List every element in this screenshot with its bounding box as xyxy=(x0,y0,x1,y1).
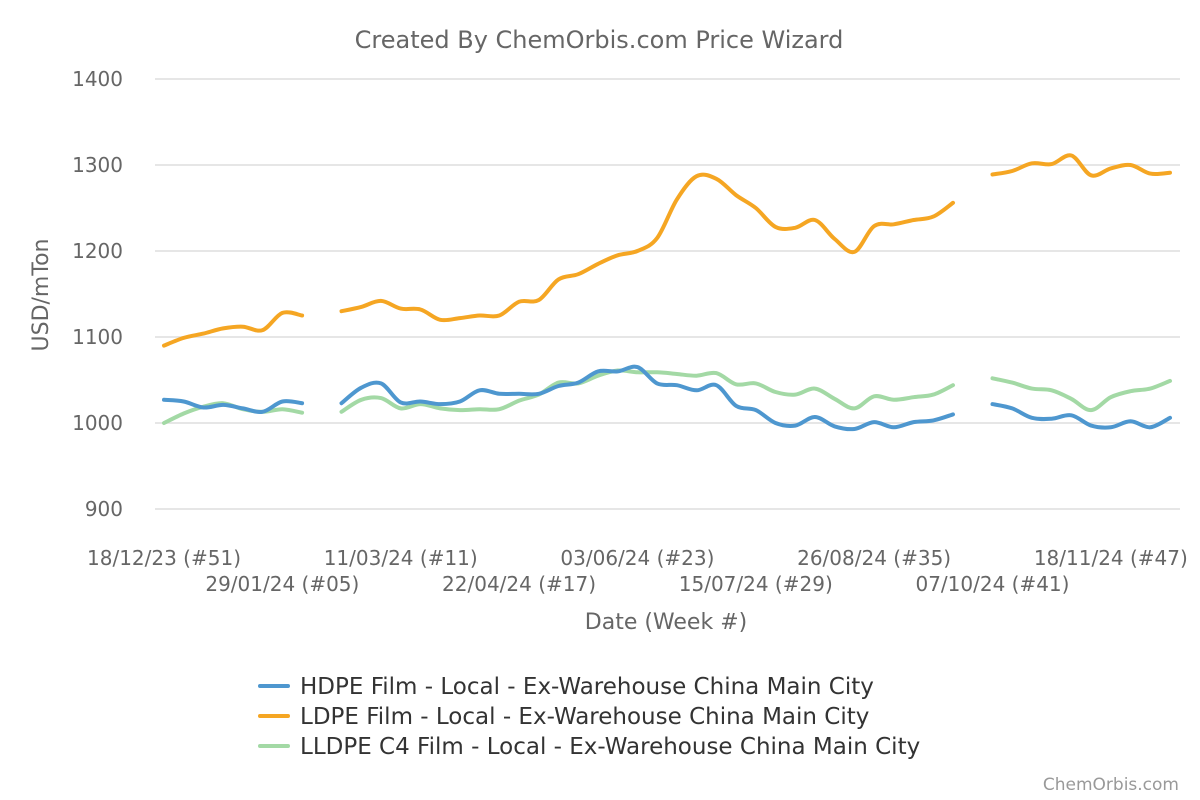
legend-item-hdpe[interactable]: HDPE Film - Local - Ex-Warehouse China M… xyxy=(258,674,874,700)
series-lines xyxy=(162,153,1172,432)
x-tick-label: 22/04/24 (#17) xyxy=(442,572,596,596)
legend-item-ldpe[interactable]: LDPE Film - Local - Ex-Warehouse China M… xyxy=(258,704,869,730)
y-axis-ticks: 900 1000 1100 1200 1300 1400 xyxy=(72,67,123,521)
series-line-hdpe[interactable] xyxy=(990,402,1172,430)
y-tick-label: 1200 xyxy=(72,239,123,263)
legend[interactable]: HDPE Film - Local - Ex-Warehouse China M… xyxy=(258,674,920,760)
series-line-hdpe[interactable] xyxy=(339,364,955,432)
y-axis-label: USD/mTon xyxy=(29,239,54,352)
series-line-ldpe[interactable] xyxy=(990,153,1172,178)
y-tick-label: 900 xyxy=(85,497,123,521)
gridlines xyxy=(155,78,1180,510)
series-line-hdpe[interactable] xyxy=(162,397,305,415)
y-tick-label: 1400 xyxy=(72,67,123,91)
x-axis-ticks: 18/12/23 (#51)29/01/24 (#05)11/03/24 (#1… xyxy=(87,546,1188,596)
x-tick-label: 26/08/24 (#35) xyxy=(797,546,951,570)
x-tick-label: 18/12/23 (#51) xyxy=(87,546,241,570)
x-tick-label: 29/01/24 (#05) xyxy=(205,572,359,596)
legend-label: LLDPE C4 Film - Local - Ex-Warehouse Chi… xyxy=(300,734,920,760)
legend-item-lldpe[interactable]: LLDPE C4 Film - Local - Ex-Warehouse Chi… xyxy=(258,734,920,760)
credit-text[interactable]: ChemOrbis.com xyxy=(1043,775,1179,795)
y-tick-label: 1000 xyxy=(72,411,123,435)
legend-label: LDPE Film - Local - Ex-Warehouse China M… xyxy=(300,704,869,730)
series-line-ldpe[interactable] xyxy=(162,310,305,348)
chart-title: Created By ChemOrbis.com Price Wizard xyxy=(355,26,844,54)
series-line-ldpe[interactable] xyxy=(339,172,955,323)
y-tick-label: 1300 xyxy=(72,153,123,177)
x-tick-label: 03/06/24 (#23) xyxy=(560,546,714,570)
x-axis-label: Date (Week #) xyxy=(585,610,747,635)
x-tick-label: 07/10/24 (#41) xyxy=(915,572,1069,596)
series-line-lldpe[interactable] xyxy=(990,376,1172,413)
x-tick-label: 18/11/24 (#47) xyxy=(1034,546,1188,570)
x-tick-label: 11/03/24 (#11) xyxy=(324,546,478,570)
legend-label: HDPE Film - Local - Ex-Warehouse China M… xyxy=(300,674,874,700)
y-tick-label: 1100 xyxy=(72,325,123,349)
x-tick-label: 15/07/24 (#29) xyxy=(679,572,833,596)
